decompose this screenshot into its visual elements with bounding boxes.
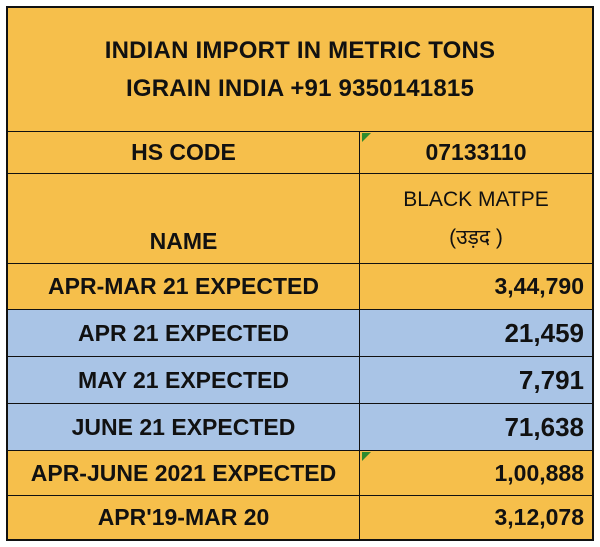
table-title: INDIAN IMPORT IN METRIC TONS IGRAIN INDI… xyxy=(8,8,592,132)
title-line-1: INDIAN IMPORT IN METRIC TONS xyxy=(104,36,496,64)
name-value-hi: (उड़द ) xyxy=(449,225,503,249)
name-row: NAME BLACK MATPE (उड़द ) xyxy=(8,174,592,264)
name-value-cell: BLACK MATPE (उड़द ) xyxy=(360,174,592,263)
row-value: 1,00,888 xyxy=(494,459,584,486)
table-row: MAY 21 EXPECTED 7,791 xyxy=(8,357,592,404)
table-row: JUNE 21 EXPECTED 71,638 xyxy=(8,404,592,451)
table-row: APR'19-MAR 20 3,12,078 xyxy=(8,496,592,539)
row-value: 3,44,790 xyxy=(494,273,584,299)
row-value: 7,791 xyxy=(518,364,584,395)
row-label: APR-MAR 21 EXPECTED xyxy=(8,264,360,309)
row-value: 3,12,078 xyxy=(494,504,584,530)
comment-marker-icon xyxy=(362,452,371,461)
row-value: 71,638 xyxy=(504,411,584,442)
comment-marker-icon xyxy=(362,133,371,142)
table-row: APR 21 EXPECTED 21,459 xyxy=(8,310,592,357)
row-label: APR-JUNE 2021 EXPECTED xyxy=(8,451,360,495)
table-row: APR-JUNE 2021 EXPECTED 1,00,888 xyxy=(8,451,592,496)
table-row: APR-MAR 21 EXPECTED 3,44,790 xyxy=(8,264,592,310)
row-label: APR'19-MAR 20 xyxy=(8,496,360,539)
row-label: APR 21 EXPECTED xyxy=(8,310,360,356)
row-value-cell: 1,00,888 xyxy=(360,451,592,495)
name-label: NAME xyxy=(8,174,360,263)
hs-code-cell: 07133110 xyxy=(360,132,592,173)
row-value: 21,459 xyxy=(504,317,584,348)
title-line-2: IGRAIN INDIA +91 9350141815 xyxy=(125,74,475,102)
hs-code-label: HS CODE xyxy=(8,132,360,173)
row-label: MAY 21 EXPECTED xyxy=(8,357,360,403)
hs-code-row: HS CODE 07133110 xyxy=(8,132,592,174)
hs-code-value: 07133110 xyxy=(425,139,527,165)
row-label: JUNE 21 EXPECTED xyxy=(8,404,360,450)
import-table: INDIAN IMPORT IN METRIC TONS IGRAIN INDI… xyxy=(6,6,594,541)
name-value-en: BLACK MATPE xyxy=(403,187,549,211)
